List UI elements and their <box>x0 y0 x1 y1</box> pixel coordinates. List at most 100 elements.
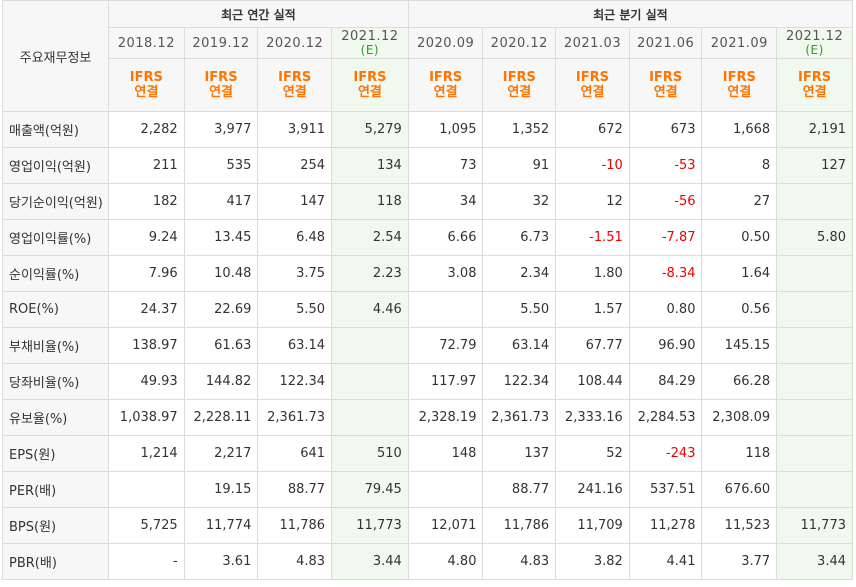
table-cell: 6.66 <box>407 219 484 256</box>
table-cell: 118 <box>701 435 778 472</box>
ifrs-line2: 연결 <box>282 85 307 100</box>
table-cell: 5.50 <box>482 291 557 328</box>
table-cell: 52 <box>555 435 630 472</box>
table-cell: 118 <box>331 183 409 220</box>
table-cell: 12,071 <box>407 507 484 544</box>
ifrs-line2: 연결 <box>727 85 752 100</box>
table-cell: 49.93 <box>107 363 185 400</box>
table-cell: 0.56 <box>701 291 778 328</box>
ifrs-line1: IFRS <box>798 70 832 85</box>
table-cell: 537.51 <box>628 471 703 508</box>
table-cell: 6.48 <box>257 219 333 256</box>
table-cell: 4.80 <box>407 543 484 580</box>
table-cell: 673 <box>628 111 703 148</box>
table-cell: 2.34 <box>482 255 557 292</box>
row-label: 영업이익률(%) <box>2 219 109 256</box>
table-cell: 79.45 <box>331 471 409 508</box>
table-row: PER(배) 19.15 88.77 79.45 88.77 241.16 537.51 67… <box>2 471 853 508</box>
table-cell: 11,709 <box>555 507 630 544</box>
row-label: ROE(%) <box>2 291 109 328</box>
table-cell <box>331 363 409 400</box>
row-label: 매출액(억원) <box>2 111 109 148</box>
table-cell <box>407 471 484 508</box>
table-cell: 0.50 <box>701 219 778 256</box>
table-cell: 19.15 <box>183 471 259 508</box>
period-header: 2021.12 (E) <box>776 27 853 59</box>
table-cell: 11,278 <box>628 507 703 544</box>
table-cell: 1,038.97 <box>107 399 185 436</box>
table-cell: 67.77 <box>555 327 630 364</box>
ifrs-label: IFRS 연결 <box>482 58 557 112</box>
table-row: 영업이익(억원) 211 535 254 134 73 91 -10 -53 8 127 <box>2 147 853 184</box>
table-row: ROE(%) 24.37 22.69 5.50 4.46 5.50 1.57 0.80 0.56 <box>2 291 853 328</box>
table-cell: 137 <box>482 435 557 472</box>
ifrs-line1: IFRS <box>129 70 163 85</box>
table-cell: 211 <box>107 147 185 184</box>
ifrs-line1: IFRS <box>575 70 610 85</box>
table-cell: 9.24 <box>107 219 185 256</box>
table-cell: 122.34 <box>257 363 333 400</box>
ifrs-label: IFRS 연결 <box>701 58 778 112</box>
table-cell <box>331 399 409 436</box>
ifrs-line2: 연결 <box>433 85 458 100</box>
ifrs-line1: IFRS <box>649 70 683 85</box>
table-cell: 138.97 <box>107 327 185 364</box>
table-cell: 417 <box>183 183 259 220</box>
table-cell: 4.46 <box>331 291 409 328</box>
period-header: 2020.12 <box>482 27 557 59</box>
table-cell: 148 <box>407 435 484 472</box>
estimate-mark: (E) <box>360 43 380 57</box>
table-cell: 2,284.53 <box>628 399 703 436</box>
row-label: 순이익률(%) <box>2 255 109 292</box>
period-label: 2018.12 <box>117 35 175 51</box>
table-cell: 5.50 <box>257 291 333 328</box>
table-row: PBR(배) -3.61 4.83 3.44 4.80 4.83 3.82 4.41 3.77 3… <box>2 543 853 580</box>
period-header: 2020.12 <box>257 27 333 59</box>
ifrs-label: IFRS 연결 <box>331 58 409 112</box>
ifrs-label: IFRS 연결 <box>555 58 630 112</box>
table-cell: 61.63 <box>183 327 259 364</box>
table-cell: 4.41 <box>628 543 703 580</box>
table-cell <box>331 327 409 364</box>
period-header: 2020.09 <box>407 27 484 59</box>
ifrs-line1: IFRS <box>204 70 238 85</box>
estimate-mark: (E) <box>805 43 824 57</box>
ifrs-label: IFRS 연결 <box>107 58 185 112</box>
table-cell: 91 <box>482 147 557 184</box>
period-label: 2021.03 <box>563 35 622 51</box>
table-cell: 4.83 <box>257 543 333 580</box>
table-cell: 1,352 <box>482 111 557 148</box>
table-cell: 88.77 <box>257 471 333 508</box>
table-row: 매출액(억원) 2,282 3,977 3,911 5,279 1,095 1,352 672… <box>2 111 853 148</box>
period-label: 2021.06 <box>637 35 695 51</box>
ifrs-label: IFRS 연결 <box>407 58 484 112</box>
period-header-row: 2018.12 2019.12 2020.12 2021.12 (E) 2020.09 20… <box>3 27 853 59</box>
table-cell: 66.28 <box>701 363 778 400</box>
table-cell: -1.51 <box>555 219 630 256</box>
period-header: 2021.06 <box>628 27 703 59</box>
period-label: 2021.12 <box>785 29 844 44</box>
annual-title: 최근 연간 실적 <box>107 0 409 28</box>
period-label: 2020.09 <box>416 35 475 51</box>
table-cell: 24.37 <box>107 291 185 328</box>
table-cell: -56 <box>628 183 703 220</box>
table-cell: 2,191 <box>776 111 853 148</box>
period-header: 2021.03 <box>555 27 630 59</box>
table-row: 당좌비율(%) 49.93 144.82 122.34 117.97 122.34 108.… <box>2 363 853 400</box>
table-cell: 241.16 <box>555 471 630 508</box>
table-cell: 1.80 <box>555 255 630 292</box>
table-cell: 84.29 <box>628 363 703 400</box>
table-cell: 11,786 <box>257 507 333 544</box>
period-label: 2021.09 <box>710 35 768 51</box>
table-cell: 11,773 <box>776 507 853 544</box>
table-cell: 3.75 <box>257 255 333 292</box>
table-cell: 2,308.09 <box>701 399 778 436</box>
table-cell: 63.14 <box>482 327 557 364</box>
ifrs-header-row: IFRS 연결 IFRS 연결 IFRS 연결 IFRS 연결 IFRS 연결 IFRS 연결 IFRS… <box>3 58 853 112</box>
table-cell: 2.54 <box>331 219 409 256</box>
table-cell: 5,725 <box>107 507 185 544</box>
table-cell: 3.82 <box>555 543 630 580</box>
table-cell <box>107 471 185 508</box>
ifrs-line1: IFRS <box>722 70 756 85</box>
